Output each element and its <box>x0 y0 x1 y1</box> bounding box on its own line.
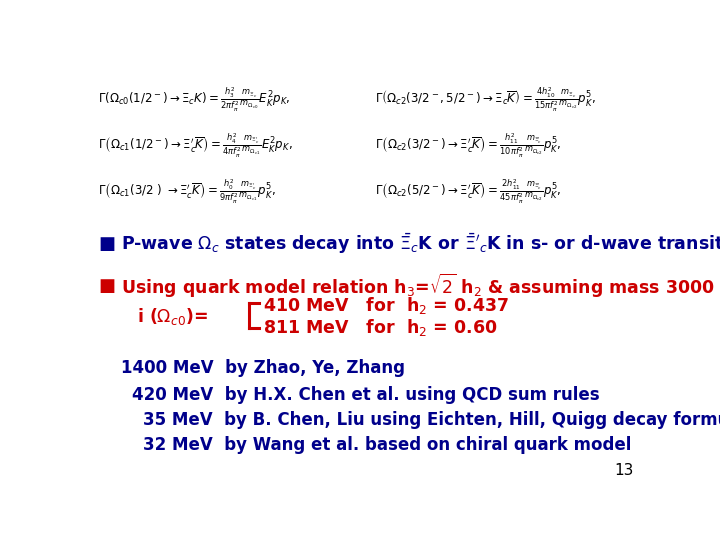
Text: ■: ■ <box>99 234 115 253</box>
Text: $\Gamma\left(\Omega_{c2}(3/2^-,5/2^-)\rightarrow \Xi_c\overline{K}\right) = \fra: $\Gamma\left(\Omega_{c2}(3/2^-,5/2^-)\ri… <box>374 86 595 114</box>
Text: 13: 13 <box>615 463 634 478</box>
Text: $\Gamma\left(\Omega_{c0}(1/2^-)\rightarrow \Xi_c K\right) = \frac{h_3^2}{2\pi f_: $\Gamma\left(\Omega_{c0}(1/2^-)\rightarr… <box>99 86 291 114</box>
Text: ■: ■ <box>99 277 115 295</box>
Text: $\Gamma\left(\Omega_{c1}(3/2\ )\ \rightarrow \Xi_c'\overline{K}\right) = \frac{h: $\Gamma\left(\Omega_{c1}(3/2\ )\ \righta… <box>99 178 276 206</box>
Text: Using quark model relation h$_3$=$\sqrt{2}$ h$_2$ & assuming mass 3000 MeV: Using quark model relation h$_3$=$\sqrt{… <box>121 272 720 300</box>
Text: i ($\Omega_{c0}$)=: i ($\Omega_{c0}$)= <box>138 306 209 327</box>
Text: $\Gamma\left(\Omega_{c1}(1/2^-)\rightarrow \Xi_c'\overline{K}\right) = \frac{h_4: $\Gamma\left(\Omega_{c1}(1/2^-)\rightarr… <box>99 132 293 160</box>
Text: $\Gamma\left(\Omega_{c2}(3/2^-)\rightarrow \Xi_c'\overline{K}\right) = \frac{h_{: $\Gamma\left(\Omega_{c2}(3/2^-)\rightarr… <box>374 132 561 160</box>
Text: 420 MeV  by H.X. Chen et al. using QCD sum rules: 420 MeV by H.X. Chen et al. using QCD su… <box>132 386 600 404</box>
Text: 1400 MeV  by Zhao, Ye, Zhang: 1400 MeV by Zhao, Ye, Zhang <box>121 359 405 377</box>
Text: 811 MeV   for  h$_2$ = 0.60: 811 MeV for h$_2$ = 0.60 <box>263 317 498 338</box>
Text: P-wave $\Omega_c$ states decay into $\bar{\Xi}_c$K or $\bar{\Xi}'_c$K in s- or d: P-wave $\Omega_c$ states decay into $\ba… <box>121 231 720 256</box>
Text: $\Gamma\left(\Omega_{c2}(5/2^-)\rightarrow \Xi_c'\overline{K}\right) = \frac{2h_: $\Gamma\left(\Omega_{c2}(5/2^-)\rightarr… <box>374 178 561 206</box>
Text: 32 MeV  by Wang et al. based on chiral quark model: 32 MeV by Wang et al. based on chiral qu… <box>143 436 631 454</box>
Text: 410 MeV   for  h$_2$ = 0.437: 410 MeV for h$_2$ = 0.437 <box>263 295 509 316</box>
Text: 35 MeV  by B. Chen, Liu using Eichten, Hill, Quigg decay formula: 35 MeV by B. Chen, Liu using Eichten, Hi… <box>143 411 720 429</box>
